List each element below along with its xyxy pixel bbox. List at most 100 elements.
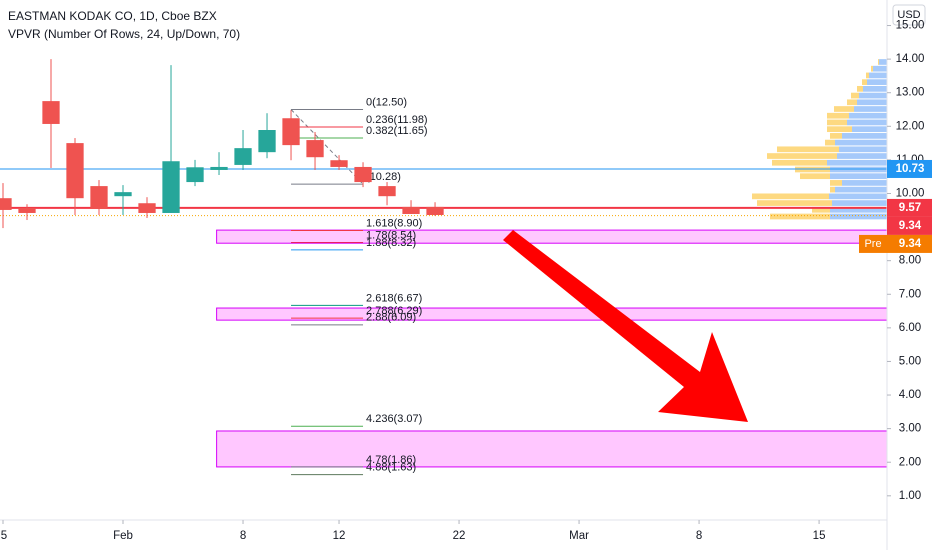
indicator-label: VPVR (Number Of Rows, 24, Up/Down, 70) [8,27,240,41]
volume-down [847,99,857,106]
y-tick-label: 8.00 [899,255,921,267]
volume-up [835,186,887,193]
currency-label: USD [897,9,920,21]
candle-body [210,166,228,170]
volume-up [863,85,887,92]
volume-down [812,206,830,213]
fib-label: 0(12.50) [366,96,407,108]
y-tick-label: 13.00 [896,87,925,99]
fib-label: 4.88(1.63) [366,462,416,474]
volume-up [849,112,887,119]
zone [216,307,887,321]
volume-down [830,133,842,139]
y-tick-label: 12.00 [896,120,925,132]
volume-down [795,166,830,173]
candle-body [306,140,324,158]
candle-body [186,167,204,183]
fib-label: 4.78(1.86) [366,454,416,466]
candle-body [402,206,420,214]
x-tick-label: Mar [569,530,589,542]
volume-up [842,133,887,139]
volume-down [834,106,854,112]
x-tick-label: 5 [1,530,7,542]
volume-up [830,206,887,213]
y-tick-label: 7.00 [899,288,921,300]
plot-area: 0(12.50) 0.236(11.98)0.382(11.65) (10.28) 1… [0,59,887,476]
volume-up [857,99,887,106]
volume-up [869,72,887,79]
volume-up [879,59,887,65]
volume-up [852,126,887,133]
fib-label: 0.382(11.65) [366,125,428,137]
volume-down [772,159,827,166]
volume-up [854,106,887,112]
y-tick-label: 6.00 [899,322,921,334]
volume-up [842,180,887,186]
candle-body [330,160,348,167]
volume-down [800,173,830,180]
y-tick-label: 1.00 [899,490,921,502]
x-tick-label: 8 [696,530,702,542]
volume-down [827,126,852,133]
volume-up [832,200,887,206]
currency-button[interactable] [892,4,926,26]
volume-up [873,65,887,72]
volume-down [830,180,842,186]
volume-down [777,146,839,153]
chart-title: EASTMAN KODAK CO, 1D, Cboe BZX [8,9,217,23]
candle-body [378,186,396,197]
fib-label: 2.88(6.09) [366,312,416,324]
fib-label: 2.618(6.67) [366,292,422,304]
candle-body [162,161,180,213]
zone [216,430,887,468]
candle-body [426,206,444,215]
volume-down [862,79,867,85]
x-tick-label: 22 [453,530,466,542]
candle-body [138,203,156,213]
volume-down [871,65,873,72]
volume-down [767,153,837,159]
fib-label: (10.28) [366,171,401,183]
candle-body [282,118,300,146]
fib-label: 4.236(3.07) [366,413,422,425]
fib-label: 1.88(8.32) [366,237,416,249]
price-label: 9.34 [899,238,922,250]
y-tick-label: 3.00 [899,423,921,435]
candle-body [354,166,372,183]
fib-label: 1.618(8.90) [366,217,422,229]
candle-body [0,198,12,210]
y-tick-label: 10.00 [896,188,925,200]
volume-down [757,200,832,206]
volume-down [857,85,863,92]
volume-up [837,153,887,159]
x-tick-label: 15 [813,530,826,542]
volume-down [878,59,879,65]
volume-down [770,213,830,220]
fib-label: 0.236(11.98) [366,114,428,126]
price-label-box [887,234,932,253]
price-label: 9.57 [899,202,921,214]
price-label-box [887,216,932,235]
y-tick-label: 5.00 [899,355,921,367]
fib-trend [290,109,364,185]
y-tick-label: 15.00 [896,20,925,32]
price-label-box [887,198,932,217]
zone [216,229,887,244]
x-tick-label: 8 [240,530,246,542]
price-label: 9.34 [899,220,922,232]
candle-body [234,148,252,165]
y-tick-label: 4.00 [899,389,921,401]
candle-body [18,207,36,213]
volume-down [827,112,849,119]
fib-label: 2.788(6.29) [366,305,422,317]
candle-body [66,143,84,199]
candle-body [114,192,132,197]
volume-up [859,92,887,99]
y-tick-label: 2.00 [899,456,921,468]
y-tick-label: 14.00 [896,53,925,65]
arrow [503,230,748,422]
volume-down [851,92,859,99]
volume-up [830,166,887,173]
